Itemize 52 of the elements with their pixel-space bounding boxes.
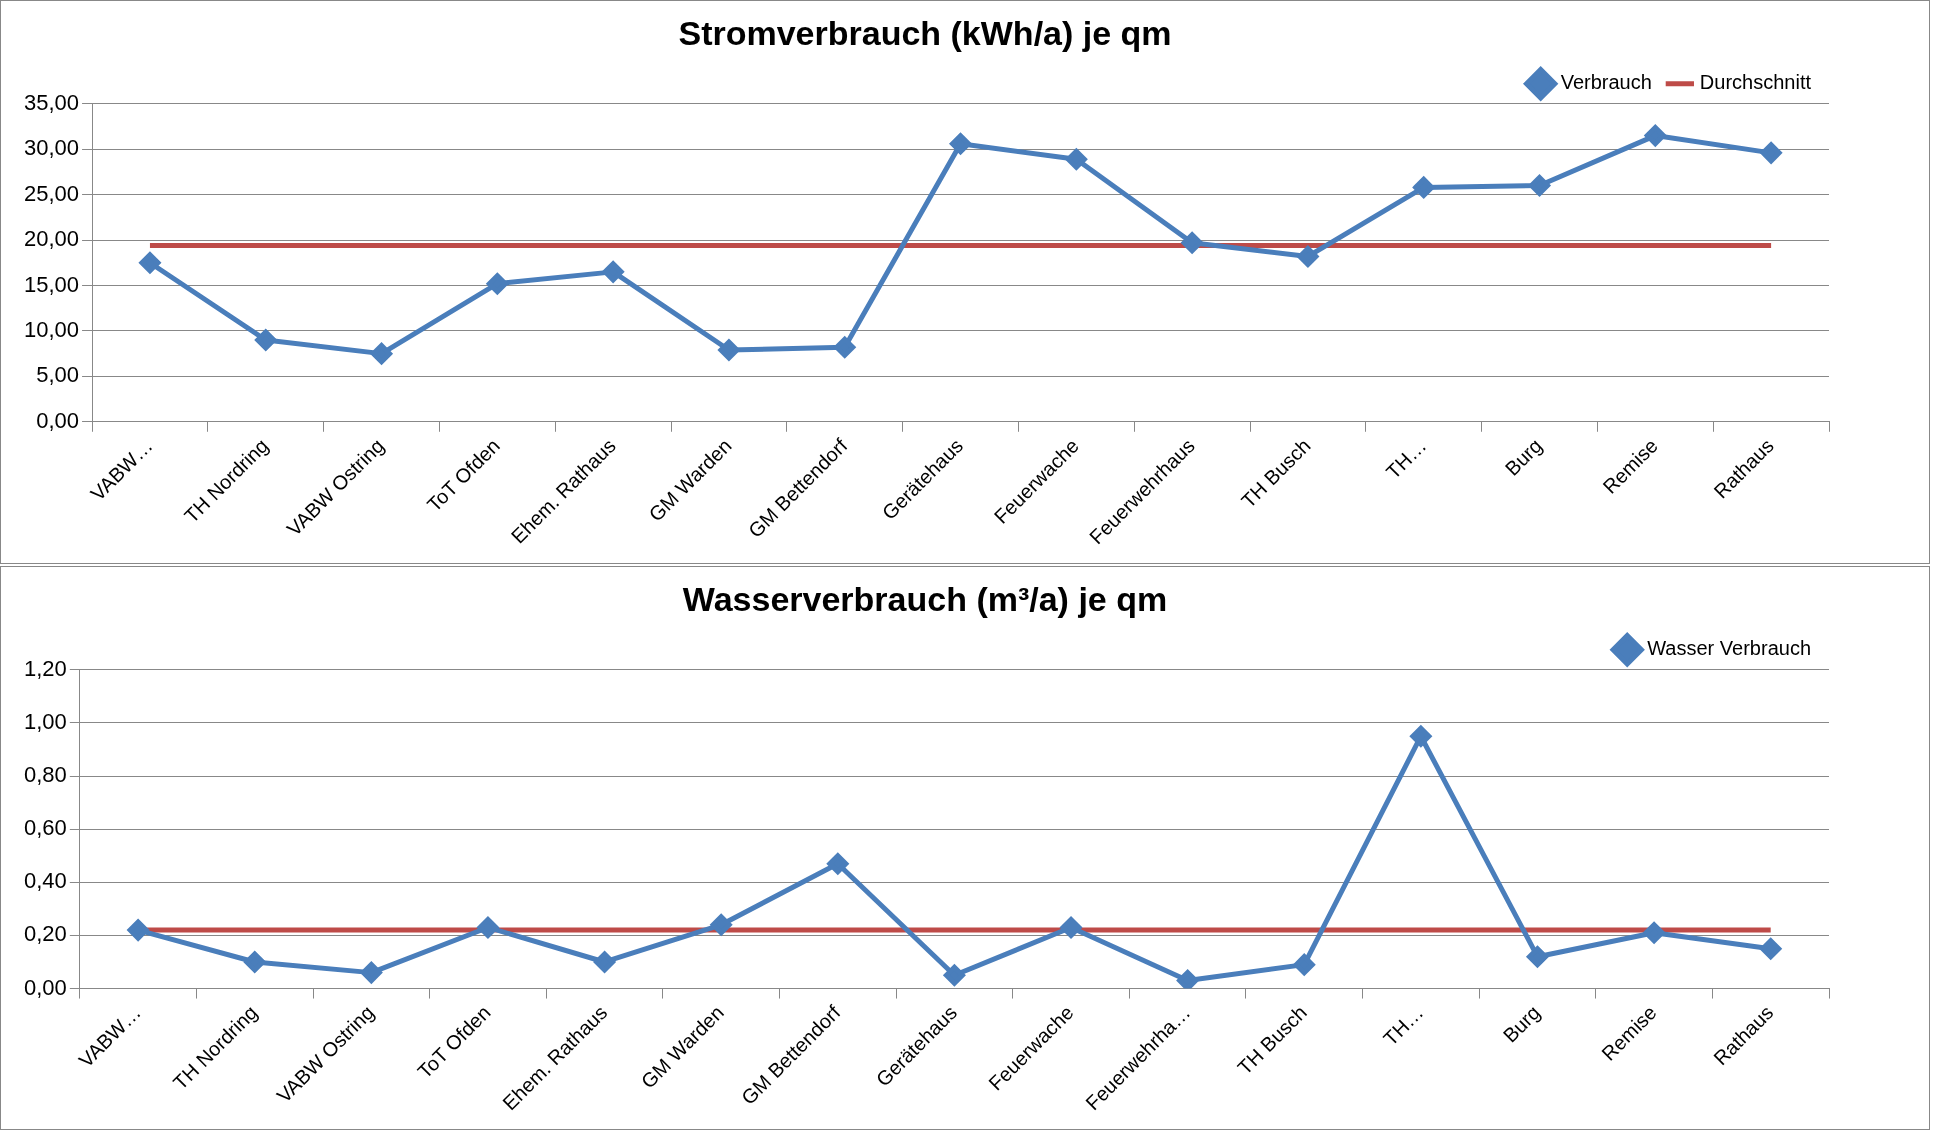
y-tick-label: 0,80 xyxy=(23,762,67,788)
point xyxy=(1293,954,1315,976)
point xyxy=(139,252,161,274)
legend-label: Wasser Verbrauch xyxy=(1647,637,1812,660)
point xyxy=(477,916,499,938)
y-tick-label: 25,00 xyxy=(23,180,80,206)
point xyxy=(1065,148,1087,170)
y-tick-label: 30,00 xyxy=(23,135,80,161)
y-tick-label: 0,40 xyxy=(23,868,67,894)
point xyxy=(360,962,382,984)
y-tick-label: 20,00 xyxy=(23,226,80,252)
y-tick-label: 0,00 xyxy=(23,974,67,1000)
y-tick-label: 0,00 xyxy=(36,407,80,433)
point xyxy=(950,133,972,155)
point xyxy=(834,336,856,358)
point xyxy=(710,914,732,936)
legend-label: Durchschnitt xyxy=(1699,71,1812,94)
point xyxy=(1060,916,1082,938)
point xyxy=(1643,922,1665,944)
point xyxy=(943,964,965,986)
chart-title: Stromverbrauch (kWh/a) je qm xyxy=(678,13,1172,52)
point xyxy=(1297,245,1319,267)
point xyxy=(1529,175,1551,197)
point xyxy=(1181,232,1203,254)
point xyxy=(718,339,740,361)
y-tick-label: 0,20 xyxy=(23,921,67,947)
chart-title: Wasserverbrauch (m³/a) je qm xyxy=(682,579,1168,618)
point xyxy=(602,261,624,283)
point xyxy=(1644,125,1666,147)
x-tick-label: TH… xyxy=(1381,434,1431,483)
point xyxy=(1413,176,1435,198)
y-tick-label: 10,00 xyxy=(23,316,80,342)
point xyxy=(486,273,508,295)
point xyxy=(1177,970,1199,989)
y-tick-label: 15,00 xyxy=(23,271,80,297)
point xyxy=(827,853,849,875)
point xyxy=(127,919,149,941)
y-tick-label: 0,60 xyxy=(23,815,67,841)
point xyxy=(594,951,616,973)
y-tick-label: 1,20 xyxy=(23,655,67,681)
point xyxy=(255,329,277,351)
y-tick-label: 35,00 xyxy=(23,89,80,115)
point xyxy=(1760,142,1782,164)
x-tick-label: TH… xyxy=(1379,1001,1428,1050)
point xyxy=(1410,725,1432,747)
point xyxy=(1526,946,1548,968)
point xyxy=(244,951,266,973)
point xyxy=(1760,938,1782,960)
y-tick-label: 1,00 xyxy=(23,708,67,734)
point xyxy=(371,343,393,365)
y-tick-label: 5,00 xyxy=(36,362,80,388)
legend-label: Verbrauch xyxy=(1560,71,1652,94)
